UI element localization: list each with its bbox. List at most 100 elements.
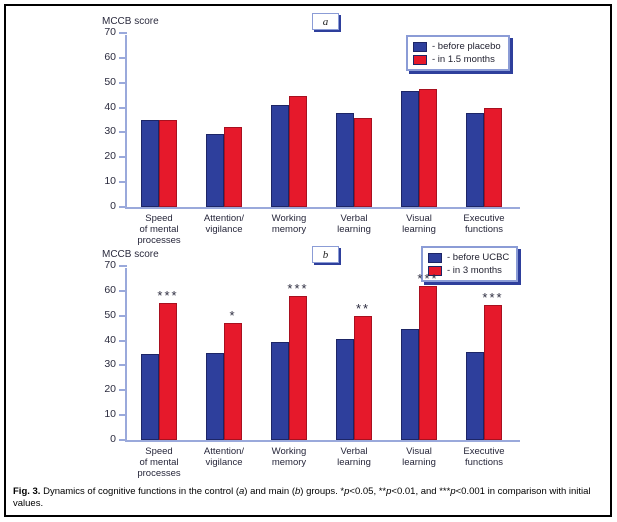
bar-before-group-5 <box>466 112 484 207</box>
caption-text: <0.001 in comparison with initial values… <box>13 486 591 509</box>
y-tick-mark <box>119 389 127 392</box>
x-category-label: Attention/vigilance <box>203 213 245 235</box>
y-tick-mark <box>119 439 127 441</box>
y-tick-mark <box>119 265 127 267</box>
y-tick-label: 0 <box>110 200 116 212</box>
figure-caption: Fig. 3. Dynamics of cognitive functions … <box>13 486 603 510</box>
bar-before-group-1 <box>206 133 224 207</box>
y-tick-label: 10 <box>104 408 116 421</box>
bar-before-group-1 <box>206 353 224 440</box>
legend-swatch-red <box>428 265 442 276</box>
significance-stars: ** <box>355 300 371 316</box>
x-category-label: Working memory <box>271 446 307 468</box>
y-tick-mark <box>119 81 127 84</box>
y-tick-mark <box>119 364 127 367</box>
bar-before-group-2 <box>271 341 289 440</box>
legend-item: - before placebo <box>413 40 501 53</box>
y-tick-label: 10 <box>104 175 116 188</box>
plot-area: 0 10 20 30 40 50 60 70 Speed of mental processes At… <box>104 26 520 246</box>
legend-swatch-red <box>413 54 427 65</box>
y-tick-mark <box>119 32 127 34</box>
legend-items: - before placebo - in 1.5 months <box>413 40 501 66</box>
y-tick-label: 20 <box>104 150 116 163</box>
caption-p-italic: p <box>386 486 392 497</box>
legend-label: - in 1.5 months <box>432 54 495 65</box>
bar-before-group-0 <box>141 120 159 207</box>
y-tick-mark <box>119 56 127 59</box>
bar-after-group-0 <box>159 120 177 207</box>
significance-stars: * <box>229 308 237 324</box>
x-category-label: Speed of mental processes <box>137 446 181 479</box>
caption-fig-number: Fig. 3. <box>13 486 41 497</box>
x-category-label: Verbal learning <box>337 446 371 468</box>
caption-panel-a-ref: a <box>239 486 245 497</box>
x-category-label: Executive functions <box>463 446 505 468</box>
bar-before-group-3 <box>336 112 354 207</box>
x-category-label: Working memory <box>271 213 307 235</box>
caption-text: ) groups. * <box>300 486 345 497</box>
y-tick-mark <box>119 414 127 417</box>
y-tick-mark <box>119 339 127 342</box>
caption-text: Dynamics of cognitive functions in the c… <box>40 486 239 497</box>
panel-label: a <box>322 15 329 28</box>
panel-label-box: b <box>312 246 339 263</box>
significance-stars: *** <box>287 280 309 296</box>
y-tick-label: 30 <box>104 125 116 138</box>
bar-after-group-1 <box>224 127 242 207</box>
y-tick-label: 20 <box>104 383 116 396</box>
y-tick-label: 70 <box>104 259 116 271</box>
y-tick-mark <box>119 314 127 317</box>
y-tick-label: 60 <box>104 50 116 63</box>
x-category-label: Speed of mental processes <box>137 213 181 246</box>
y-tick-label: 0 <box>110 433 116 445</box>
bar-after-group-4 <box>419 88 437 207</box>
x-category-label: Visual learning <box>402 213 436 235</box>
y-tick-label: 50 <box>104 308 116 321</box>
y-tick-label: 40 <box>104 100 116 113</box>
caption-panel-b-ref: b <box>294 486 301 497</box>
y-axis-label: MCCB score <box>102 249 159 260</box>
bar-before-group-4 <box>401 329 419 440</box>
y-axis-label: MCCB score <box>102 16 159 27</box>
bar-after-group-1 <box>224 323 242 440</box>
x-category-label: Executive functions <box>463 213 505 235</box>
caption-text: <0.01, and *** <box>391 486 451 497</box>
panel-label: b <box>322 248 329 261</box>
legend-label: - before placebo <box>432 41 501 52</box>
bar-after-group-3 <box>354 315 372 440</box>
caption-text: <0.05, ** <box>349 486 387 497</box>
y-tick-label: 50 <box>104 75 116 88</box>
legend-item: - in 3 months <box>428 264 509 277</box>
y-tick-mark <box>119 289 127 292</box>
bar-after-group-5 <box>484 304 502 440</box>
bar-after-group-4 <box>419 285 437 440</box>
bar-after-group-5 <box>484 107 502 207</box>
y-tick-mark <box>119 131 127 134</box>
y-tick-label: 60 <box>104 283 116 296</box>
legend: - before placebo - in 1.5 months <box>406 35 510 71</box>
legend-label: - in 3 months <box>447 265 502 276</box>
y-tick-mark <box>119 156 127 159</box>
legend-item: - before UCBC <box>428 251 509 264</box>
legend: - before UCBC - in 3 months <box>421 246 519 282</box>
bar-after-group-3 <box>354 117 372 207</box>
bar-before-group-5 <box>466 351 484 440</box>
bar-after-group-2 <box>289 96 307 207</box>
significance-stars: *** <box>417 270 439 286</box>
y-tick-mark <box>119 206 127 208</box>
legend-label: - before UCBC <box>447 252 510 263</box>
x-category-label: Visual learning <box>402 446 436 468</box>
bar-before-group-0 <box>141 354 159 440</box>
legend-swatch-blue <box>413 41 427 52</box>
caption-p-italic: p <box>450 486 456 497</box>
bar-after-group-2 <box>289 295 307 440</box>
bar-before-group-4 <box>401 91 419 207</box>
y-tick-label: 40 <box>104 333 116 346</box>
significance-stars: *** <box>482 289 504 305</box>
significance-stars: *** <box>157 288 179 304</box>
x-category-label: Attention/vigilance <box>203 446 245 468</box>
caption-text: ) and main ( <box>244 486 295 497</box>
legend-swatch-blue <box>428 252 442 263</box>
x-category-label: Verbal learning <box>337 213 371 235</box>
